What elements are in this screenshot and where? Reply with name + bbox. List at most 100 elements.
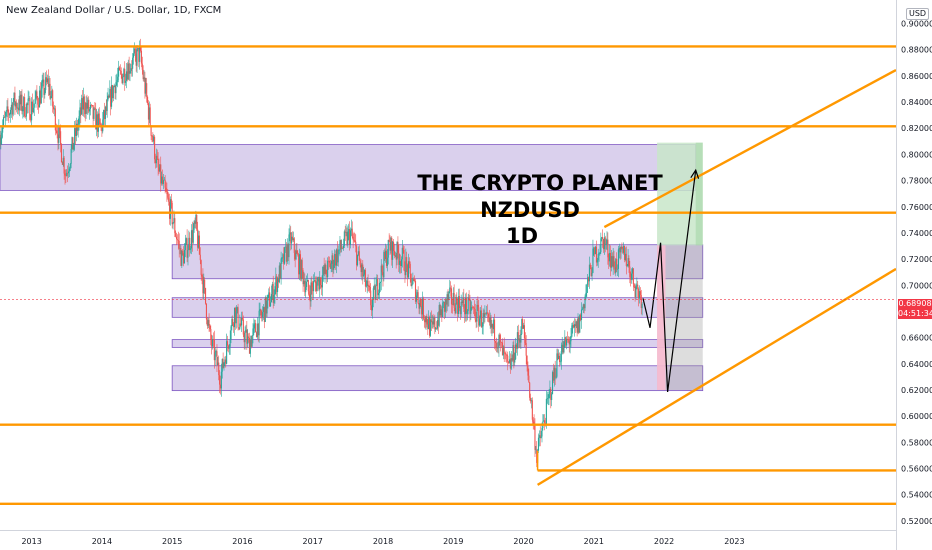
candle-body [227, 345, 229, 349]
candle-body [50, 96, 52, 99]
candle-body [559, 355, 561, 362]
candle-body [401, 247, 403, 260]
candle-body [56, 130, 58, 135]
candle-body [560, 351, 562, 362]
candle-body [321, 275, 323, 288]
candle-body [587, 277, 590, 282]
candle-body [293, 238, 295, 253]
zone-4[interactable] [171, 339, 704, 348]
candle-body [155, 155, 157, 164]
candle-body [450, 287, 452, 289]
time-tick-label: 2021 [584, 537, 604, 546]
candle-body [623, 245, 625, 253]
trend-line-1[interactable] [536, 267, 897, 486]
candle-body [595, 246, 598, 263]
candle-body [573, 324, 576, 328]
candle-body [505, 353, 507, 355]
candle-body [103, 110, 105, 120]
candle-body [87, 99, 89, 109]
candle-body [390, 237, 392, 251]
candle-body [429, 317, 431, 336]
candle-body [641, 303, 643, 309]
candle-body [2, 125, 4, 133]
candle-body [298, 254, 301, 275]
candle-body [51, 90, 53, 97]
candle-body [204, 279, 206, 288]
candle-body [522, 325, 525, 329]
candle-body [326, 274, 328, 278]
candle-body [466, 310, 468, 314]
candle-body [292, 238, 294, 240]
candle-body [58, 127, 60, 143]
candle-body [16, 102, 18, 109]
trend-line-2[interactable] [603, 68, 897, 229]
candle-body [127, 63, 129, 80]
price-tick-label: 0.80000 [901, 150, 932, 159]
candle-body [378, 283, 381, 294]
candle-body [311, 282, 313, 288]
candle-body [358, 251, 360, 261]
candle-body [609, 252, 612, 268]
price-axis[interactable]: 0.52000 0.54000 0.56000 0.58000 0.60000 0.620… [901, 20, 932, 526]
zone-1[interactable] [0, 144, 697, 191]
candle-body [256, 323, 258, 338]
candle-body [224, 359, 226, 363]
candle-body [442, 302, 444, 318]
candle-body [349, 228, 351, 245]
candle-body [216, 351, 218, 366]
candle-body [48, 83, 50, 87]
candle-body [138, 47, 140, 62]
candle-body [62, 157, 64, 165]
candle-body [90, 104, 92, 106]
zone-5[interactable] [171, 365, 704, 392]
stop-area-band [657, 245, 666, 390]
candle-body [286, 244, 288, 262]
candle-body [289, 232, 291, 235]
projection-polyline[interactable] [642, 170, 697, 393]
candle-body [374, 285, 376, 300]
target-area-band [695, 142, 703, 246]
candle-body [32, 107, 34, 113]
candle-body [354, 240, 356, 242]
candle-body [282, 254, 284, 258]
candle-body [612, 256, 614, 267]
candle-body [117, 76, 119, 81]
candle-body [405, 257, 407, 276]
currency-badge[interactable]: USD [906, 8, 930, 20]
candle-body [274, 286, 276, 295]
candle-body [176, 236, 178, 240]
candle-body [315, 283, 317, 292]
candle-body [173, 218, 175, 223]
candle-body [605, 243, 607, 245]
candle-body [412, 279, 414, 285]
candle-body [462, 297, 464, 304]
candle-body [469, 299, 471, 314]
candle-body [18, 95, 20, 111]
candle-body [554, 367, 556, 378]
candle-body [334, 254, 336, 266]
candle-body [67, 172, 69, 174]
candle-body [357, 251, 359, 255]
candle-body [341, 248, 343, 249]
candle-body [73, 143, 75, 150]
candle-body [360, 264, 362, 273]
long-position-tool[interactable] [657, 142, 703, 390]
candle-body [480, 310, 482, 328]
candle-body [380, 265, 382, 282]
candle-body [429, 319, 431, 336]
candle-body [335, 254, 337, 266]
candle-body [625, 253, 627, 267]
candle-body [328, 260, 330, 263]
candle-body [47, 78, 49, 87]
candle-body [638, 288, 640, 299]
candle-body [105, 106, 107, 112]
candle-body [251, 335, 253, 347]
candle-body [30, 119, 32, 121]
time-axis[interactable]: 2013 2014 2015 2016 2017 2018 2019 2020 2021 2022… [21, 537, 744, 546]
candle-body [264, 297, 266, 322]
candle-body [273, 294, 275, 303]
candle-body [404, 270, 406, 276]
candle-body [168, 201, 171, 219]
candle-body [164, 179, 166, 188]
